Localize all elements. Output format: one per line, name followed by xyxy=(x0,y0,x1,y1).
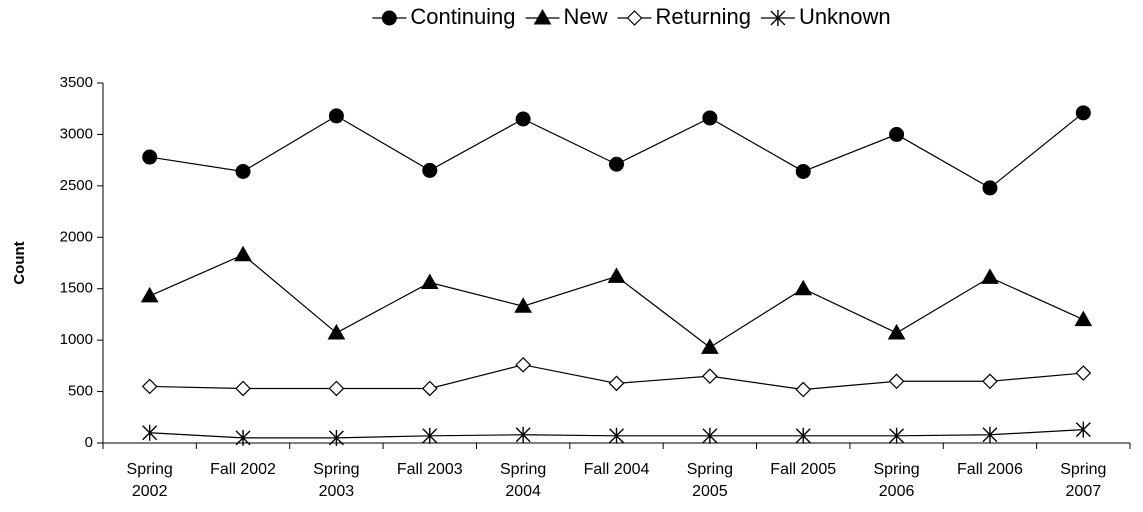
y-axis-label: Count xyxy=(11,241,28,284)
marker xyxy=(702,427,718,444)
legend-marker xyxy=(381,10,397,26)
marker xyxy=(422,162,438,178)
legend-marker xyxy=(626,10,643,26)
marker xyxy=(982,373,998,390)
y-tick-label: 3500 xyxy=(60,74,93,91)
marker xyxy=(702,368,718,384)
marker xyxy=(982,180,998,196)
marker xyxy=(795,163,811,179)
marker xyxy=(142,149,158,165)
marker xyxy=(702,110,718,126)
marker xyxy=(1074,310,1093,327)
marker xyxy=(235,163,251,179)
y-tick-label: 1500 xyxy=(60,280,93,297)
marker xyxy=(888,373,905,390)
marker xyxy=(327,323,346,340)
x-tick-label: Fall 2006 xyxy=(957,461,1023,478)
marker xyxy=(328,429,344,446)
marker xyxy=(421,380,438,397)
marker xyxy=(794,279,813,296)
x-tick-label: Fall 2005 xyxy=(770,461,837,478)
y-tick-label: 500 xyxy=(68,383,93,400)
marker xyxy=(795,427,811,444)
marker xyxy=(515,111,531,127)
marker xyxy=(607,267,626,283)
marker xyxy=(609,427,624,444)
marker xyxy=(795,381,812,398)
marker xyxy=(981,268,999,284)
x-tick-label: Spring 2003 xyxy=(313,461,360,500)
y-tick-label: 1000 xyxy=(60,331,93,348)
legend-label: Returning xyxy=(656,4,751,29)
marker xyxy=(609,156,624,172)
x-tick-label: Fall 2002 xyxy=(210,461,276,478)
marker xyxy=(1075,105,1091,121)
marker xyxy=(235,429,251,446)
marker xyxy=(141,378,158,395)
marker xyxy=(1075,421,1091,438)
legend-marker xyxy=(533,8,552,25)
marker xyxy=(887,323,906,340)
y-tick-label: 2000 xyxy=(60,228,93,245)
y-tick-label: 2500 xyxy=(60,177,93,194)
legend-label: New xyxy=(564,4,608,29)
marker xyxy=(234,245,252,262)
marker xyxy=(701,338,719,354)
marker xyxy=(420,273,439,290)
marker xyxy=(889,427,905,444)
marker xyxy=(140,286,159,303)
marker xyxy=(1075,365,1092,381)
marker xyxy=(328,380,345,397)
x-tick-label: Spring 2005 xyxy=(686,461,733,500)
y-tick-label: 0 xyxy=(85,434,93,451)
x-tick-label: Spring 2002 xyxy=(126,461,173,500)
marker xyxy=(235,380,251,397)
marker xyxy=(328,108,344,124)
legend-label: Unknown xyxy=(799,4,891,29)
x-tick-label: Fall 2003 xyxy=(396,461,463,478)
marker xyxy=(515,356,531,373)
marker xyxy=(515,426,531,443)
x-tick-label: Fall 2004 xyxy=(583,461,650,478)
x-tick-label: Spring 2004 xyxy=(500,461,547,500)
x-tick-label: Spring 2006 xyxy=(873,461,920,500)
marker xyxy=(142,424,158,441)
marker xyxy=(422,427,438,444)
series-line xyxy=(149,112,1084,189)
marker xyxy=(982,426,998,443)
legend-label: Continuing xyxy=(410,4,515,29)
legend-marker xyxy=(770,10,786,26)
marker xyxy=(889,126,905,142)
marker xyxy=(514,297,532,313)
marker xyxy=(608,375,625,392)
x-tick-label: Spring 2007 xyxy=(1060,461,1107,500)
y-tick-label: 3000 xyxy=(60,125,93,142)
